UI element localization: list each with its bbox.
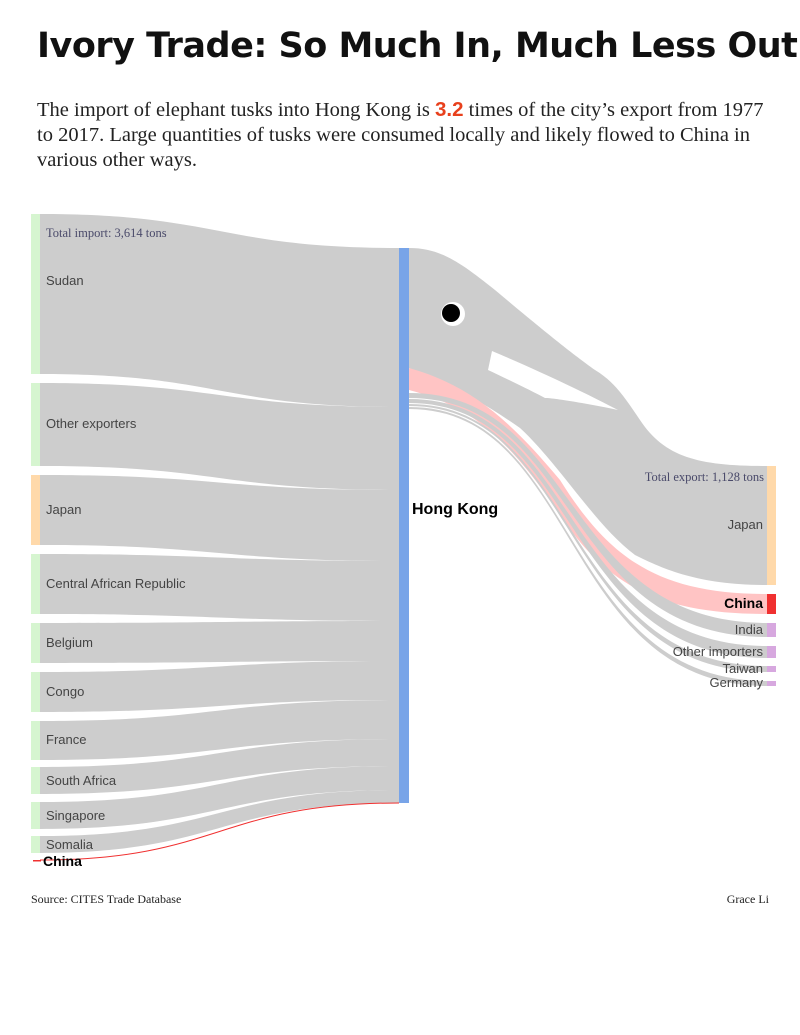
flow-somalia-import	[40, 790, 399, 853]
node-central-african-republic-source	[31, 554, 40, 614]
label-japan-source: Japan	[46, 502, 81, 517]
label-china-source: China	[43, 853, 82, 869]
flow-japan-export	[409, 248, 767, 585]
elephant-eye-icon	[441, 302, 465, 326]
subtitle-text-before: The import of elephant tusks into Hong K…	[37, 99, 435, 121]
node-singapore-source	[31, 802, 40, 829]
label-france-source: France	[46, 732, 86, 747]
destination-nodes	[767, 466, 776, 686]
node-taiwan-destination	[767, 666, 776, 672]
node-india-destination	[767, 623, 776, 637]
node-other-exporters-source	[31, 383, 40, 466]
node-japan-source	[31, 475, 40, 545]
destination-labels: Japan China India Other importers TaiwanGerm…	[673, 517, 764, 690]
label-taiwan-destination: Taiwan	[723, 661, 763, 676]
flow-other-exporters-import	[40, 383, 399, 490]
node-china-source	[33, 860, 41, 862]
label-somalia-source: Somalia	[46, 837, 94, 852]
flow-singapore-import	[40, 766, 399, 829]
flow-belgium-import	[40, 621, 399, 663]
label-congo-source: Congo	[46, 684, 84, 699]
label-belgium-source: Belgium	[46, 635, 93, 650]
source-note: Source: CITES Trade Database	[31, 892, 182, 906]
flow-china-export	[409, 368, 767, 614]
node-china-destination	[767, 594, 776, 614]
source-labels: Sudan Other exporters Japan Central African…	[43, 273, 186, 869]
node-other-importers-destination	[767, 646, 776, 658]
label-china-destination: China	[724, 595, 763, 611]
hong-kong-label: Hong Kong	[412, 501, 498, 518]
label-other-exporters-source: Other exporters	[46, 416, 137, 431]
source-nodes	[31, 214, 41, 862]
import-flows	[39, 214, 400, 861]
page-title: Ivory Trade: So Much In, Much Less Out	[37, 26, 798, 66]
hong-kong-node	[399, 248, 409, 803]
flow-china-import	[39, 802, 400, 861]
label-germany-destination: Germany	[710, 675, 764, 690]
node-somalia-source	[31, 836, 40, 853]
node-belgium-source	[31, 623, 40, 663]
label-south-africa-source: South Africa	[46, 773, 117, 788]
node-japan-destination	[767, 466, 776, 585]
flow-congo-import	[40, 661, 399, 712]
flow-sudan-import	[40, 214, 399, 407]
label-other-importers-destination: Other importers	[673, 644, 764, 659]
elephant-tusk-icon	[488, 351, 618, 410]
node-congo-source	[31, 672, 40, 712]
node-france-source	[31, 721, 40, 760]
total-import-label: Total import: 3,614 tons	[46, 226, 167, 240]
subtitle-text-after: times of the city’s export from 1977 to …	[37, 99, 764, 171]
subtitle: The import of elephant tusks into Hong K…	[37, 97, 782, 173]
author-credit: Grace Li	[726, 892, 769, 906]
flow-central-african-republic-import	[40, 554, 399, 621]
label-sudan-source: Sudan	[46, 273, 84, 288]
flow-france-import	[40, 700, 399, 760]
label-central-african-republic-source: Central African Republic	[46, 576, 186, 591]
flow-japan-import	[40, 475, 399, 561]
node-germany-destination	[767, 681, 776, 686]
label-japan-destination: Japan	[728, 517, 763, 532]
total-export-label: Total export: 1,128 tons	[645, 470, 764, 484]
flow-south-africa-import	[40, 739, 399, 794]
ratio-highlight: 3.2	[435, 98, 464, 121]
node-south-africa-source	[31, 767, 40, 794]
label-singapore-source: Singapore	[46, 808, 105, 823]
export-flows	[409, 248, 767, 686]
node-sudan-source	[31, 214, 40, 374]
label-india-destination: India	[735, 622, 764, 637]
